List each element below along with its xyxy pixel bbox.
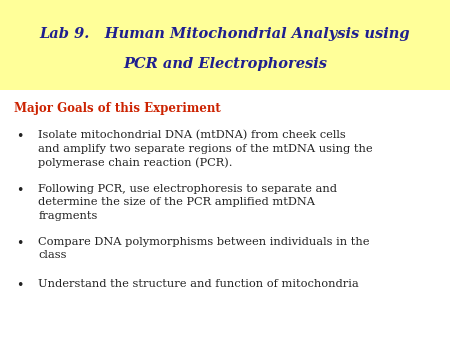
Text: Following PCR, use electrophoresis to separate and
determine the size of the PCR: Following PCR, use electrophoresis to se… — [38, 184, 337, 221]
Text: Major Goals of this Experiment: Major Goals of this Experiment — [14, 102, 220, 115]
Text: Lab 9.   Human Mitochondrial Analysis using: Lab 9. Human Mitochondrial Analysis usin… — [40, 27, 410, 41]
Bar — [0, 0, 450, 90]
Text: Isolate mitochondrial DNA (mtDNA) from cheek cells
and amplify two separate regi: Isolate mitochondrial DNA (mtDNA) from c… — [38, 130, 373, 168]
Text: Understand the structure and function of mitochondria: Understand the structure and function of… — [38, 279, 359, 289]
Text: Compare DNA polymorphisms between individuals in the
class: Compare DNA polymorphisms between indivi… — [38, 237, 370, 260]
Text: •: • — [17, 184, 24, 197]
Text: •: • — [17, 237, 24, 249]
Text: •: • — [17, 130, 24, 143]
Text: PCR and Electrophoresis: PCR and Electrophoresis — [123, 57, 327, 72]
Text: •: • — [17, 279, 24, 292]
